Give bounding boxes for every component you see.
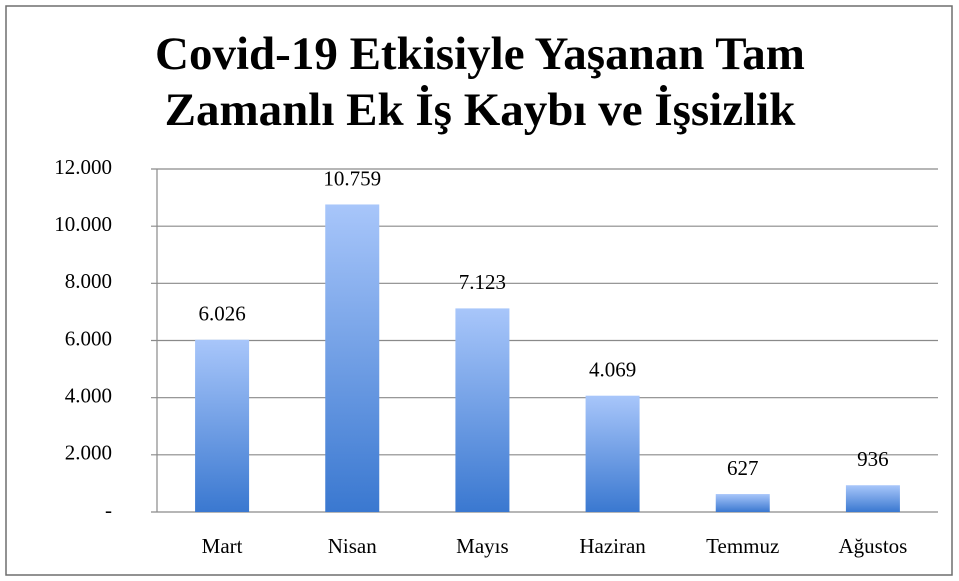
x-tick-label: Mayıs — [456, 534, 509, 558]
data-label: 6.026 — [198, 302, 245, 326]
y-tick-label: 12.000 — [54, 155, 112, 179]
y-tick-label: 8.000 — [65, 269, 112, 293]
bar — [455, 308, 510, 512]
bar — [715, 494, 770, 512]
data-label: 936 — [857, 447, 889, 471]
bar — [195, 339, 250, 512]
x-tick-label: Ağustos — [838, 534, 907, 558]
bar — [845, 485, 900, 512]
y-tick-label: - — [105, 498, 112, 522]
y-tick-label: 6.000 — [65, 326, 112, 350]
chart-title: Covid-19 Etkisiyle Yaşanan Tam Zamanlı E… — [155, 28, 805, 136]
data-label: 627 — [727, 456, 759, 480]
x-tick-label: Haziran — [579, 534, 646, 558]
x-tick-label: Mart — [202, 534, 243, 558]
x-tick-label: Nisan — [328, 534, 377, 558]
bar — [325, 204, 380, 512]
x-tick-label: Temmuz — [706, 534, 779, 558]
chart-border — [5, 5, 953, 576]
y-tick-label: 4.000 — [65, 383, 112, 407]
data-label: 7.123 — [459, 270, 506, 294]
y-tick-label: 2.000 — [65, 441, 112, 465]
data-label: 4.069 — [589, 358, 636, 382]
data-label: 10.759 — [323, 166, 381, 190]
bar — [585, 395, 640, 512]
y-tick-label: 10.000 — [54, 212, 112, 236]
